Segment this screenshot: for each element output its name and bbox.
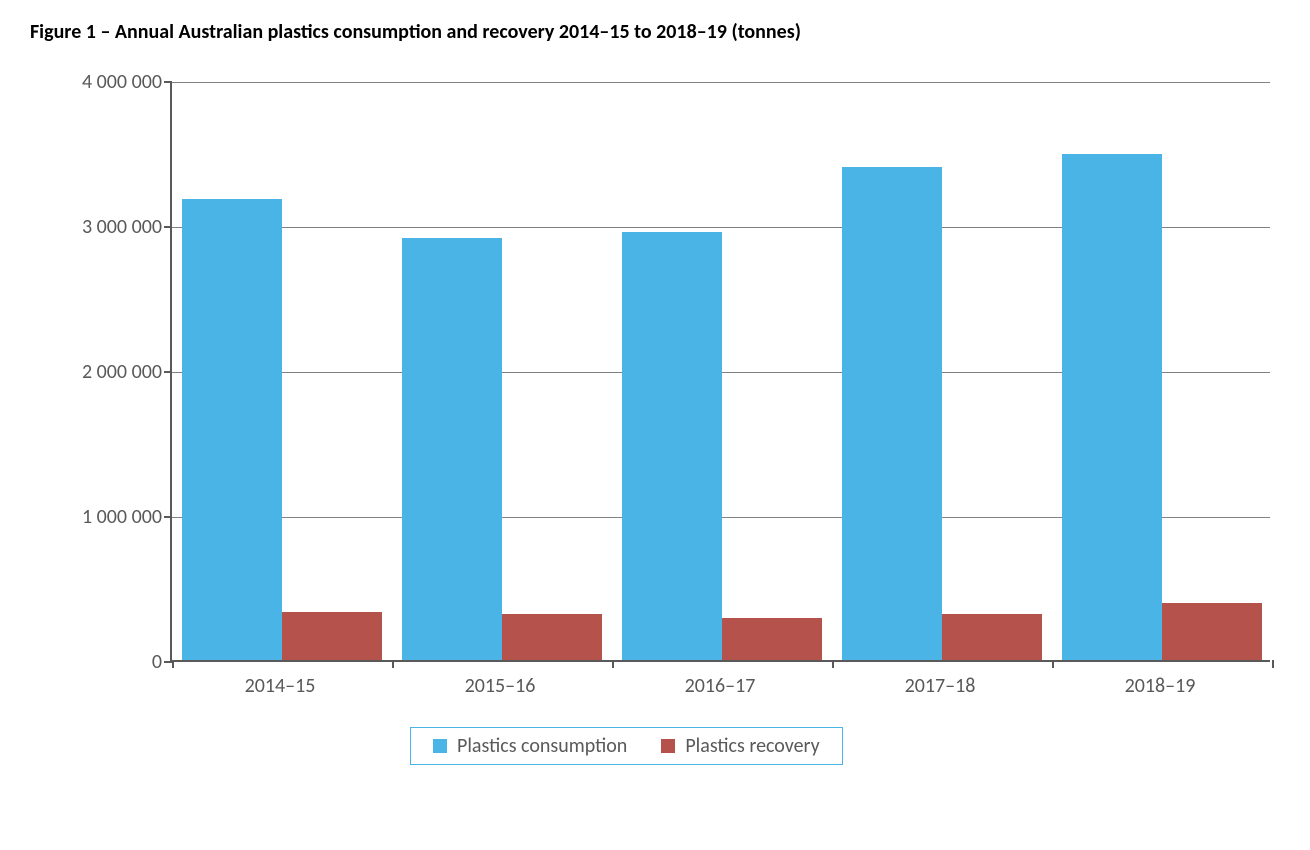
bar-plastics-recovery	[722, 618, 822, 660]
bar-plastics-consumption	[622, 232, 722, 660]
bar-plastics-recovery	[282, 612, 382, 660]
y-tick-mark	[164, 661, 172, 663]
x-tick-mark	[612, 660, 614, 668]
x-tick-label: 2016–17	[685, 674, 756, 698]
legend-label: Plastics recovery	[685, 734, 819, 758]
x-tick-label: 2018–19	[1125, 674, 1196, 698]
plot-area	[170, 82, 1270, 662]
chart-container: 0 1 000 000 2 000 000 3 000 000 4 000 000 20…	[30, 62, 1280, 762]
bar-plastics-consumption	[402, 238, 502, 660]
figure-title: Figure 1 – Annual Australian plastics co…	[30, 20, 1280, 44]
legend: Plastics consumption Plastics recovery	[410, 727, 843, 765]
y-tick-label: 1 000 000	[42, 505, 162, 529]
x-tick-mark	[832, 660, 834, 668]
bar-plastics-consumption	[842, 167, 942, 660]
y-tick-label: 4 000 000	[42, 70, 162, 94]
y-tick-mark	[164, 371, 172, 373]
x-tick-label: 2015–16	[465, 674, 536, 698]
gridline	[172, 82, 1270, 83]
y-tick-mark	[164, 226, 172, 228]
x-tick-mark	[1052, 660, 1054, 668]
bar-plastics-consumption	[182, 199, 282, 660]
x-tick-mark	[172, 660, 174, 668]
legend-swatch	[661, 739, 675, 753]
y-tick-mark	[164, 81, 172, 83]
x-tick-label: 2014–15	[245, 674, 316, 698]
y-tick-label: 2 000 000	[42, 360, 162, 384]
x-tick-label: 2017–18	[905, 674, 976, 698]
y-tick-label: 3 000 000	[42, 215, 162, 239]
y-tick-label: 0	[42, 650, 162, 674]
legend-label: Plastics consumption	[457, 734, 627, 758]
legend-swatch	[433, 739, 447, 753]
bar-plastics-recovery	[942, 614, 1042, 660]
bar-plastics-recovery	[1162, 603, 1262, 660]
legend-item: Plastics recovery	[661, 734, 819, 758]
bar-plastics-consumption	[1062, 154, 1162, 660]
legend-item: Plastics consumption	[433, 734, 627, 758]
x-tick-mark	[392, 660, 394, 668]
x-tick-mark	[1272, 660, 1274, 668]
y-tick-mark	[164, 516, 172, 518]
bar-plastics-recovery	[502, 614, 602, 660]
